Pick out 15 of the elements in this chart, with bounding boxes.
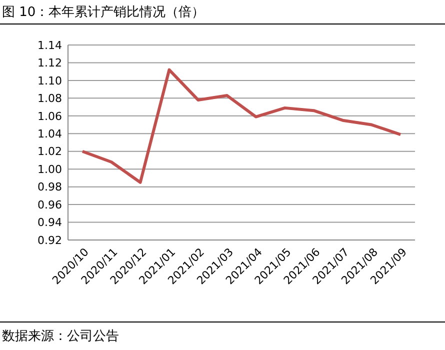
- chart-title: 图 10：本年累计产销比情况（倍）: [2, 5, 205, 20]
- source-note: 数据来源：公司公告: [2, 329, 119, 344]
- y-tick-label: 0.96: [38, 198, 62, 212]
- y-tick-label: 0.94: [38, 216, 62, 230]
- y-tick-label: 1.14: [38, 38, 62, 52]
- y-tick-label: 1.12: [38, 56, 62, 70]
- y-tick-label: 1.00: [38, 162, 62, 176]
- y-tick-label: 1.08: [38, 92, 62, 106]
- line-series: [80, 68, 402, 184]
- y-tick-label: 1.10: [38, 74, 62, 88]
- y-tick-label: 1.04: [38, 127, 62, 140]
- y-tick-label: 0.92: [38, 234, 62, 247]
- y-tick-label: 1.06: [38, 110, 62, 123]
- y-tick-label: 0.98: [38, 180, 62, 194]
- y-tick-label: 1.02: [38, 145, 62, 158]
